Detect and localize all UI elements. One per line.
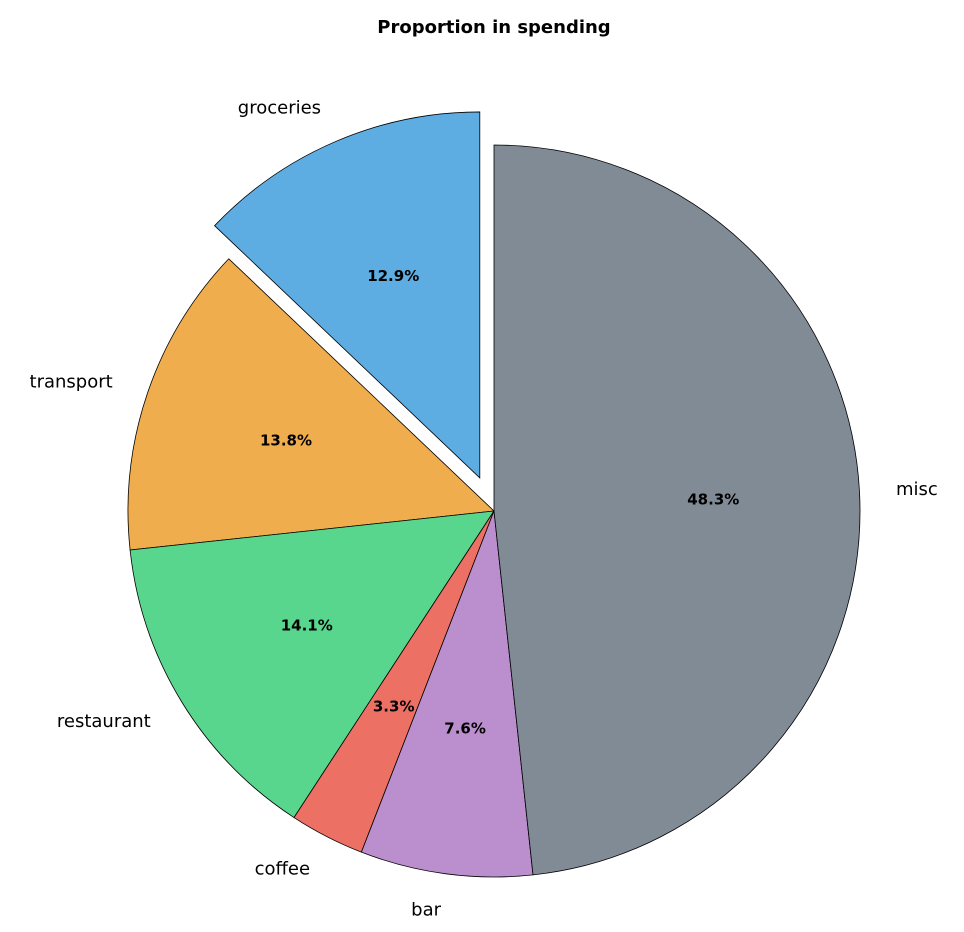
pie-slice-bar [360, 510, 534, 878]
pie-slice-misc [493, 144, 861, 876]
category-label-transport: transport [30, 371, 113, 392]
category-label-bar: bar [411, 900, 441, 921]
pct-label-restaurant: 14.1% [281, 617, 333, 635]
pct-label-bar: 7.6% [444, 720, 486, 738]
category-label-restaurant: restaurant [57, 711, 151, 732]
pct-label-groceries: 12.9% [367, 267, 419, 285]
pie-labels: 12.9% groceries 13.8% transport 14.1% restaur… [30, 97, 938, 920]
pie-slice-transport [127, 258, 495, 551]
pct-label-misc: 48.3% [687, 490, 739, 508]
chart-title: Proportion in spending [377, 17, 610, 38]
pct-label-transport: 13.8% [260, 432, 312, 450]
pct-label-coffee: 3.3% [373, 697, 415, 715]
pie-slice-restaurant [129, 510, 495, 819]
category-label-misc: misc [896, 479, 938, 500]
category-label-groceries: groceries [238, 97, 321, 118]
pie-slices [127, 111, 861, 878]
pie-slice-groceries [214, 111, 481, 479]
category-label-coffee: coffee [255, 859, 310, 880]
